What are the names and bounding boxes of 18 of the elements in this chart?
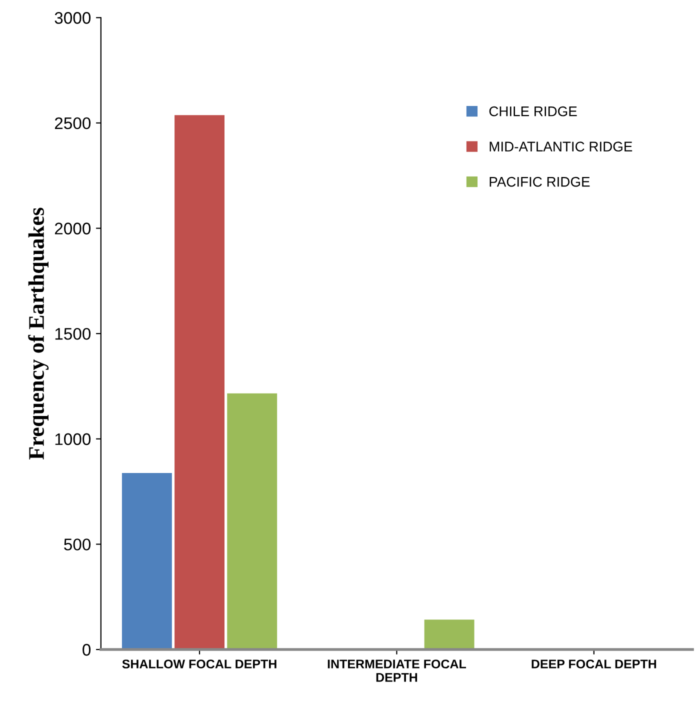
y-tick-label: 1000: [55, 433, 91, 446]
legend-label: MID-ATLANTIC RIDGE: [490, 142, 632, 152]
x-tick-label: INTERMEDIATE FOCAL DEPTH: [328, 660, 466, 682]
legend-label: CHILE RIDGE: [489, 106, 577, 116]
bar: [174, 115, 224, 650]
y-tick-label: 500: [64, 538, 91, 550]
bar: [424, 620, 474, 650]
y-axis-title: Frequency of Earthquakes: [28, 208, 49, 460]
bar: [227, 393, 278, 650]
x-tick-label: SHALLOW FOCAL DEPTH: [122, 660, 276, 668]
y-tick-label: 2500: [54, 117, 91, 130]
y-tick-label: 2000: [54, 222, 91, 234]
x-tick-label: DEEP FOCAL DEPTH: [532, 660, 656, 668]
y-tick-label: 1500: [55, 328, 91, 340]
y-tick-label: 3000: [54, 12, 91, 24]
y-tick-label: 0: [82, 644, 91, 656]
bar: [122, 473, 172, 650]
legend-label: PACIFIC RIDGE: [490, 176, 590, 187]
